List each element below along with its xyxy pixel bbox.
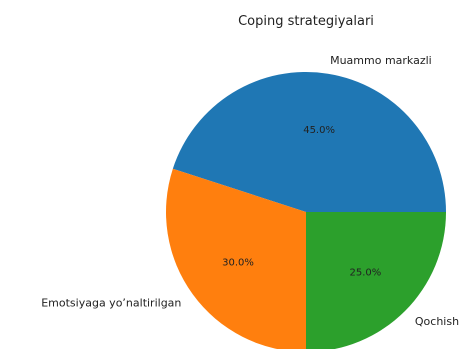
slice-label-3: Qochish — [415, 315, 459, 328]
pie-labels: 45.0% Muammo markazli 30.0% Emotsiyaga yo’n… — [41, 54, 459, 328]
pct-label-2: 30.0% — [222, 257, 254, 268]
pie-slice-3 — [306, 212, 446, 349]
slice-label-1: Muammo markazli — [330, 54, 432, 67]
pie-slices — [166, 71, 446, 349]
chart-title: Coping strategiyalari — [238, 14, 374, 29]
pie-slice-2 — [166, 168, 306, 349]
slice-label-2: Emotsiyaga yo’naltirilgan — [41, 297, 181, 310]
pct-label-3: 25.0% — [350, 267, 382, 278]
pie-slice-1 — [172, 71, 446, 212]
pct-label-1: 45.0% — [303, 125, 335, 136]
